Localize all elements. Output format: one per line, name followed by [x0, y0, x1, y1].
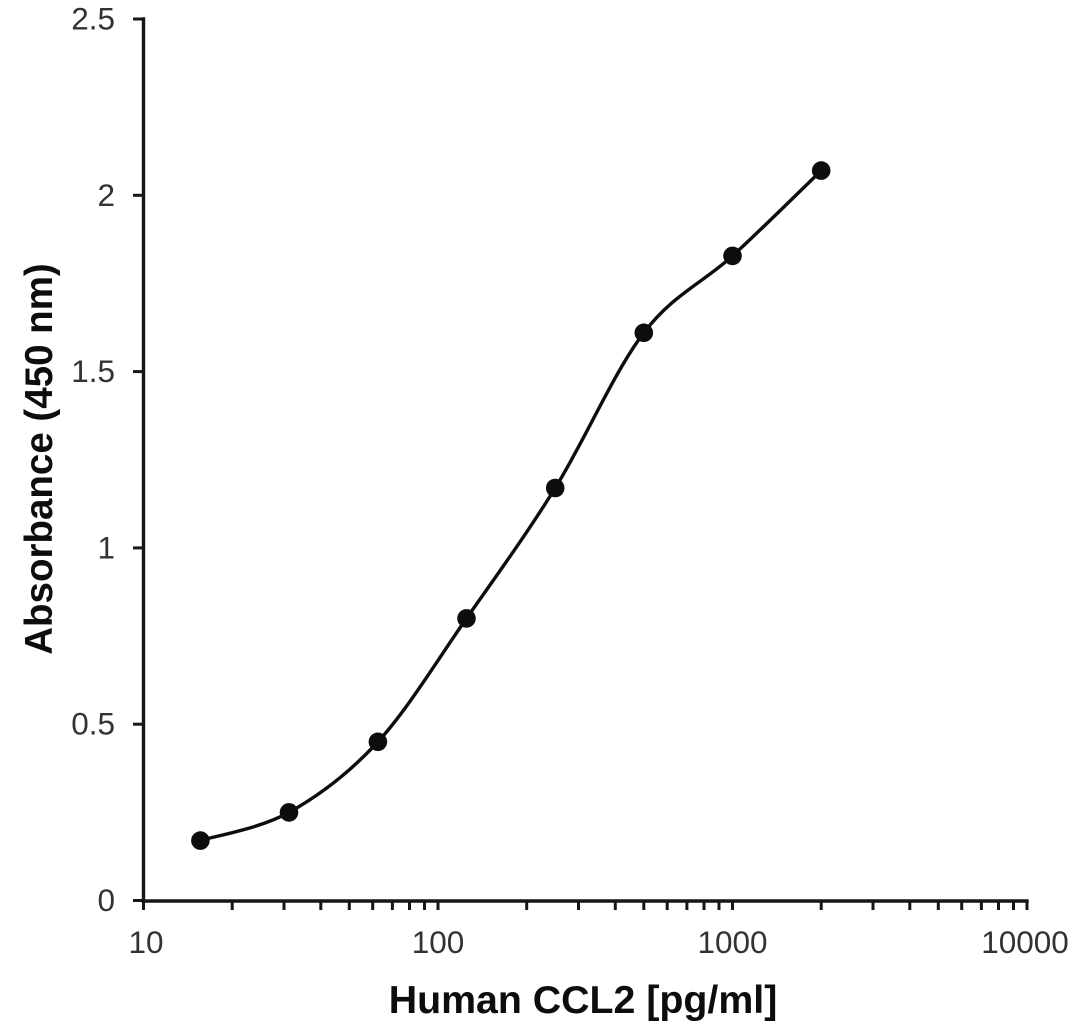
svg-text:10000: 10000	[981, 924, 1069, 960]
svg-text:0: 0	[97, 882, 115, 918]
svg-text:10: 10	[128, 924, 163, 960]
svg-text:2.5: 2.5	[71, 1, 115, 37]
svg-text:1: 1	[97, 529, 115, 565]
svg-text:2: 2	[97, 177, 115, 213]
svg-text:1.5: 1.5	[71, 353, 115, 389]
svg-text:Human CCL2 [pg/ml]: Human CCL2 [pg/ml]	[389, 978, 778, 1022]
svg-text:0.5: 0.5	[71, 706, 115, 742]
svg-text:100: 100	[412, 924, 465, 960]
svg-text:1000: 1000	[697, 924, 767, 960]
svg-text:Absorbance (450 nm): Absorbance (450 nm)	[18, 263, 61, 655]
